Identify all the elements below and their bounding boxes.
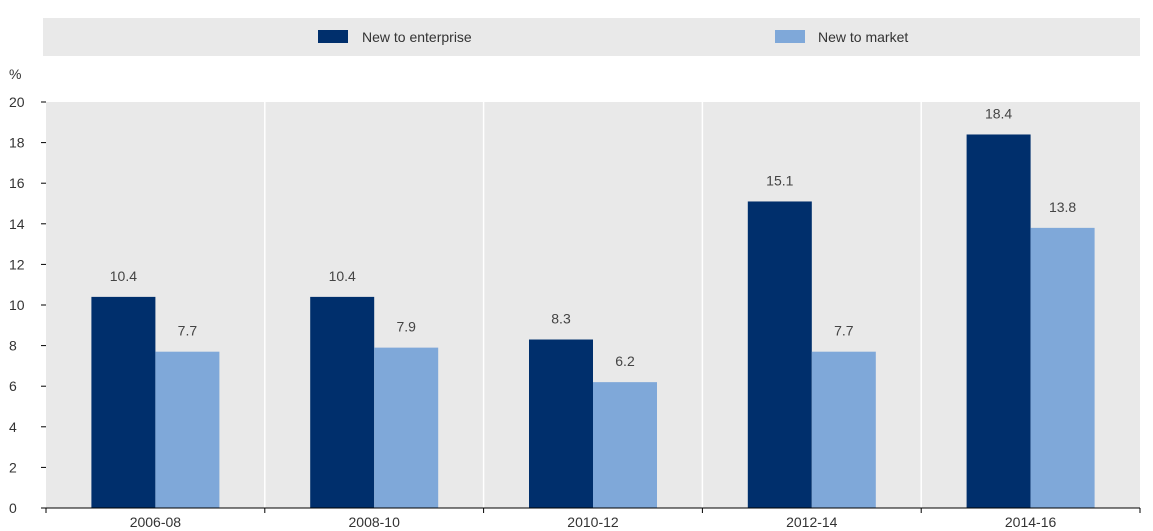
y-tick-label: 8 — [9, 338, 17, 354]
bar-new-to-enterprise — [310, 296, 375, 508]
x-tick-label: 2014-16 — [1005, 514, 1057, 530]
data-label-new-to-enterprise: 15.1 — [766, 172, 793, 188]
bar-new-to-market — [374, 347, 439, 508]
x-tick-label: 2006-08 — [130, 514, 182, 530]
legend-swatch-new-to-enterprise — [318, 30, 348, 43]
bar-new-to-enterprise — [91, 296, 156, 508]
legend: New to enterprise New to market — [43, 18, 1140, 56]
y-tick-label: 18 — [9, 135, 25, 151]
x-tick-label: 2010-12 — [567, 514, 619, 530]
data-label-new-to-market: 6.2 — [615, 353, 635, 369]
bar-new-to-market — [811, 351, 876, 508]
y-tick-label: 16 — [9, 175, 25, 191]
x-tick-label: 2008-10 — [349, 514, 401, 530]
gridlines — [264, 102, 922, 508]
legend-background — [43, 18, 1140, 56]
bar-new-to-enterprise — [966, 134, 1031, 509]
data-label-new-to-enterprise: 8.3 — [551, 311, 571, 327]
bars — [91, 134, 1095, 509]
y-tick-label: 12 — [9, 256, 25, 272]
legend-label-new-to-enterprise: New to enterprise — [362, 29, 472, 45]
data-label-new-to-market: 7.7 — [834, 323, 854, 339]
bar-new-to-enterprise — [529, 339, 593, 508]
data-labels: 10.4 7.7 10.4 7.9 8.3 6.2 15.1 7.7 18.4 13.8 — [110, 105, 1077, 369]
y-axis-unit-label: % — [9, 66, 21, 82]
y-tick-label: 20 — [9, 94, 25, 110]
data-label-new-to-enterprise: 18.4 — [985, 105, 1012, 121]
data-label-new-to-market: 7.7 — [178, 323, 198, 339]
data-label-new-to-enterprise: 10.4 — [110, 268, 137, 284]
x-tick-label: 2012-14 — [786, 514, 838, 530]
data-label-new-to-market: 7.9 — [396, 319, 416, 335]
legend-label-new-to-market: New to market — [818, 29, 908, 45]
bar-new-to-market — [593, 382, 657, 508]
y-tick-label: 2 — [9, 459, 17, 475]
bar-new-to-market — [155, 351, 220, 508]
y-tick-label: 14 — [9, 216, 25, 232]
y-tick-label: 0 — [9, 500, 17, 516]
bar-new-to-enterprise — [747, 201, 812, 508]
y-tick-label: 4 — [9, 419, 17, 435]
y-tick-label: 10 — [9, 297, 25, 313]
y-axis-ticks: 0 2 4 6 8 10 12 14 16 18 20 — [9, 94, 46, 516]
bar-new-to-market — [1030, 227, 1095, 509]
data-label-new-to-market: 13.8 — [1049, 199, 1076, 215]
y-tick-label: 6 — [9, 378, 17, 394]
data-label-new-to-enterprise: 10.4 — [329, 268, 356, 284]
legend-swatch-new-to-market — [775, 30, 805, 43]
x-axis-ticks: 2006-08 2008-10 2010-12 2012-14 2014-16 — [45, 508, 1141, 530]
